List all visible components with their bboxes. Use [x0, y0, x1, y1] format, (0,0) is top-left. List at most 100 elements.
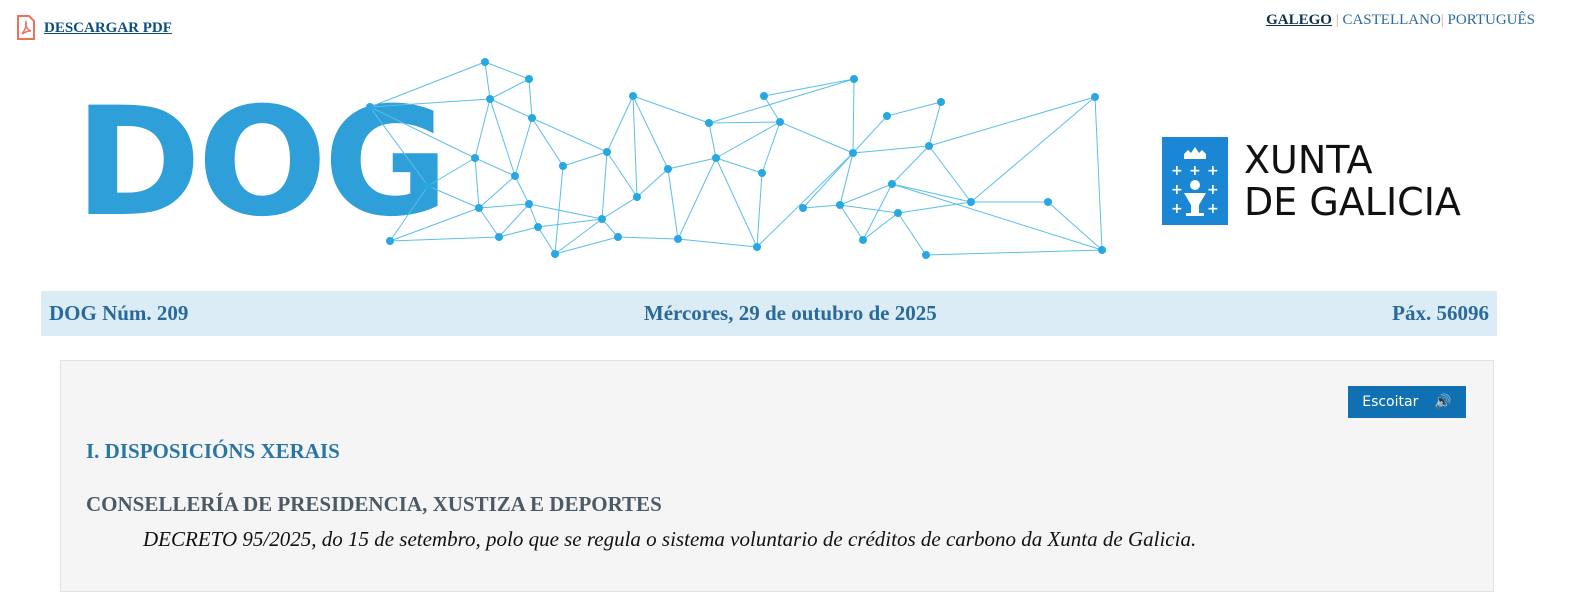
network-edge: [925, 249, 1103, 256]
network-node: [760, 92, 768, 100]
network-edge: [498, 203, 530, 238]
network-node: [511, 172, 519, 180]
network-edge: [554, 165, 564, 255]
lang-galego[interactable]: GALEGO: [1266, 12, 1332, 28]
network-edge: [886, 101, 942, 117]
network-edge: [862, 212, 899, 241]
network-edge: [484, 61, 491, 100]
network-node: [922, 251, 930, 259]
dog-logo: DOG: [74, 76, 449, 250]
network-node: [534, 223, 542, 231]
network-node: [776, 118, 784, 126]
network-edge: [389, 207, 480, 242]
network-edge: [632, 95, 710, 124]
download-pdf-link[interactable]: DESCARGAR PDF: [44, 19, 172, 36]
network-edge: [489, 98, 516, 177]
network-edge: [677, 238, 758, 248]
xunta-line2: DE GALICIA: [1244, 180, 1461, 224]
network-edge: [862, 183, 893, 241]
network-edge: [667, 168, 679, 240]
network-edge: [514, 175, 530, 205]
network-edge: [891, 183, 1103, 251]
network-graphic: [366, 58, 1106, 259]
network-edge: [531, 117, 564, 167]
network-node: [1091, 93, 1099, 101]
network-edge: [537, 226, 556, 255]
lang-castellano[interactable]: CASTELLANO: [1342, 12, 1441, 28]
galicia-shield-icon: + + + + + + +: [1162, 137, 1228, 225]
network-edge: [891, 183, 972, 203]
network-edge: [839, 204, 899, 214]
network-node: [850, 75, 858, 83]
network-edge: [708, 78, 855, 124]
network-node: [925, 142, 933, 150]
network-edge: [369, 106, 429, 187]
download-pdf[interactable]: DESCARGAR PDF: [16, 15, 172, 41]
network-edge: [763, 78, 855, 97]
network-edge: [389, 236, 500, 242]
network-node: [894, 209, 902, 217]
network-edge: [554, 236, 619, 255]
issue-number: DOG Núm. 209: [49, 301, 189, 325]
network-node: [758, 169, 766, 177]
network-edge: [667, 157, 717, 170]
network-node: [664, 165, 672, 173]
network-edge: [528, 203, 603, 220]
network-node: [633, 193, 641, 201]
network-node: [424, 182, 432, 190]
svg-text:+: +: [1189, 163, 1201, 179]
svg-text:+: +: [1207, 201, 1219, 217]
network-edge: [897, 201, 972, 214]
network-node: [475, 204, 483, 212]
network-edge: [763, 95, 781, 123]
network-edge: [802, 152, 854, 209]
network-node: [528, 114, 536, 122]
listen-button[interactable]: Escoitar 🔊: [1348, 386, 1466, 418]
network-node: [603, 148, 611, 156]
network-edge: [839, 204, 864, 241]
network-edge: [601, 196, 638, 220]
svg-text:+: +: [1171, 163, 1183, 179]
svg-text:+: +: [1207, 182, 1219, 198]
network-edge: [601, 218, 619, 238]
xunta-line1: XUNTA: [1244, 138, 1373, 182]
network-edge: [537, 218, 603, 228]
network-edge: [489, 98, 533, 119]
network-edge: [852, 115, 888, 154]
network-node: [674, 235, 682, 243]
network-edge: [708, 122, 717, 159]
network-node: [629, 92, 637, 100]
lang-portugues[interactable]: PORTUGUÊS: [1447, 12, 1535, 28]
network-node: [859, 236, 867, 244]
network-node: [386, 237, 394, 245]
network-edge: [498, 226, 539, 238]
network-edge: [839, 183, 893, 206]
svg-text:+: +: [1207, 163, 1219, 179]
svg-text:+: +: [1171, 201, 1183, 217]
network-edge: [756, 152, 854, 248]
network-edge: [852, 78, 855, 154]
network-edge: [928, 145, 972, 203]
network-edge: [369, 61, 486, 108]
network-edge: [369, 106, 476, 159]
network-edge: [389, 185, 429, 242]
network-edge: [1047, 201, 1103, 251]
network-edge: [554, 218, 603, 255]
network-edge: [632, 95, 669, 170]
network-edge: [369, 98, 491, 108]
network-edge: [489, 78, 530, 100]
network-edge: [839, 152, 854, 206]
department-title: CONSELLERÍA DE PRESIDENCIA, XUSTIZA E DE…: [86, 492, 662, 516]
network-node: [471, 154, 479, 162]
network-edge: [617, 236, 679, 240]
network-edge: [891, 145, 930, 185]
network-node: [883, 112, 891, 120]
network-edge: [970, 96, 1096, 203]
network-node: [967, 198, 975, 206]
network-node: [559, 162, 567, 170]
decree-title: DECRETO 95/2025, do 15 de setembro, polo…: [143, 527, 1197, 551]
speaker-icon: 🔊: [1434, 394, 1452, 410]
network-node: [525, 75, 533, 83]
network-edge: [756, 172, 763, 248]
network-edge: [928, 96, 1096, 147]
